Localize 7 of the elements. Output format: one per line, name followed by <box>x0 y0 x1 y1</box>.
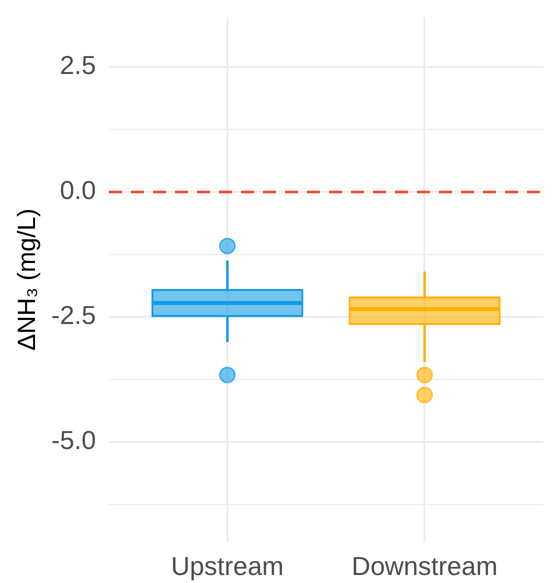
y-tick-label: -5.0 <box>51 425 96 456</box>
y-tick-label: -2.5 <box>51 300 96 330</box>
x-tick-label: Upstream <box>171 550 284 581</box>
x-tick-label: Downstream <box>352 550 498 581</box>
y-tick-label: 2.5 <box>60 50 96 80</box>
y-axis-title: ΔNH₃ (mg/L) <box>12 208 41 351</box>
y-tick-label: 0.0 <box>60 175 96 206</box>
